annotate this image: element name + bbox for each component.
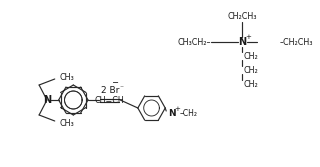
Text: +: +	[174, 106, 180, 112]
Text: CH₃: CH₃	[59, 119, 74, 127]
Text: CH₃CH₂–: CH₃CH₂–	[178, 38, 211, 46]
Text: ⁻: ⁻	[119, 84, 123, 93]
Text: CH=CH: CH=CH	[95, 96, 124, 105]
Text: CH₂CH₃: CH₂CH₃	[228, 12, 257, 21]
Text: CH₃: CH₃	[59, 72, 74, 81]
Text: 2 Br: 2 Br	[101, 86, 120, 95]
Text: +: +	[245, 34, 251, 40]
Text: CH₂: CH₂	[244, 51, 258, 60]
Text: CH₂: CH₂	[244, 65, 258, 74]
Text: N: N	[168, 109, 176, 118]
Text: –CH₂CH₃: –CH₂CH₃	[280, 38, 313, 46]
Text: CH₂: CH₂	[244, 79, 258, 89]
Text: –CH₂: –CH₂	[180, 109, 198, 118]
Text: N: N	[43, 95, 51, 105]
Text: N: N	[238, 37, 246, 47]
